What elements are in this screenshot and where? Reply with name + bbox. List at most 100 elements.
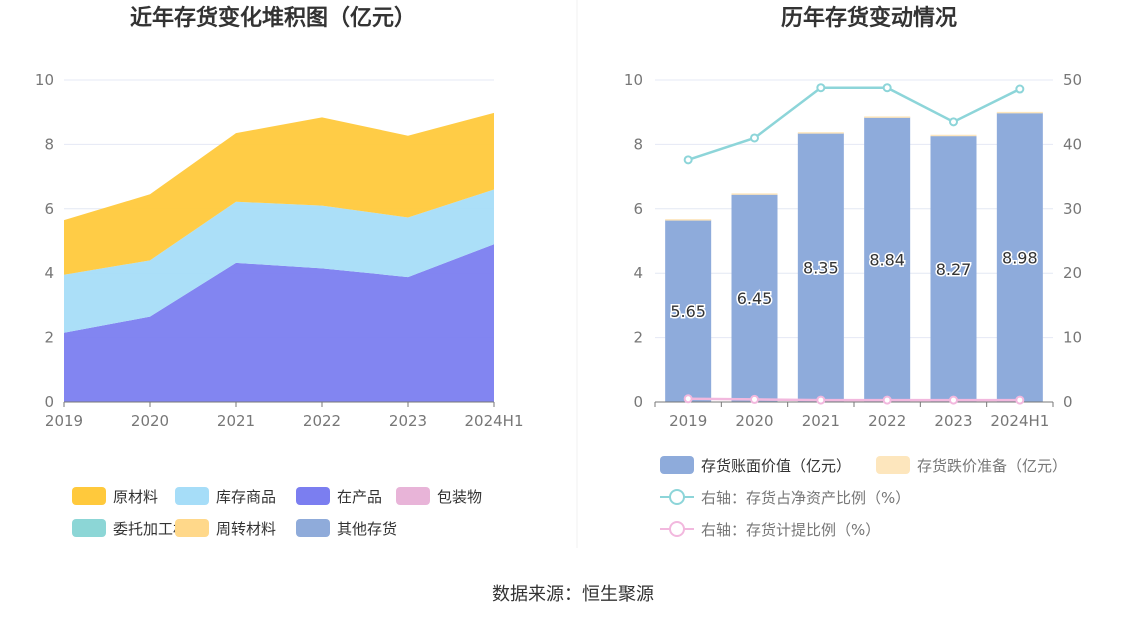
y2-tick-label: 10 (1063, 329, 1082, 347)
legend-label: 原材料 (113, 488, 158, 506)
line-point (1015, 395, 1025, 405)
bar-cap (797, 132, 844, 134)
legend-label: 存货跌价准备（亿元） (917, 457, 1067, 475)
x-tick-label: 2022 (868, 412, 906, 430)
line-series (688, 397, 1020, 402)
line-point (882, 83, 892, 93)
line-point (816, 395, 826, 405)
line-point (683, 394, 693, 404)
legend-item[interactable]: 右轴：存货计提比例（%） (660, 521, 880, 539)
legend-label: 在产品 (337, 488, 382, 506)
bar-cap (930, 134, 977, 137)
y-tick-label: 4 (633, 264, 643, 282)
legend-swatch (396, 487, 430, 505)
y-tick-label: 0 (633, 393, 643, 411)
line-point (1015, 84, 1025, 94)
y-tick-label: 4 (44, 264, 54, 282)
right-chart-title: 历年存货变动情况 (781, 5, 957, 31)
legend-item[interactable]: 存货账面价值（亿元） (660, 456, 851, 475)
y-tick-label: 2 (44, 329, 54, 347)
bar (797, 133, 844, 402)
legend-item[interactable]: 周转材料 (175, 519, 276, 538)
legend-item[interactable]: 存货跌价准备（亿元） (876, 456, 1067, 475)
line-series (687, 86, 1021, 162)
legend-label: 存货账面价值（亿元） (701, 457, 851, 475)
bar (996, 112, 1043, 403)
legend-marker (669, 521, 685, 537)
legend-item[interactable]: 包装物 (396, 487, 482, 506)
bar (731, 194, 778, 402)
right-legend: 存货账面价值（亿元） 存货跌价准备（亿元） 右轴：存货占净资产比例（%） 右轴：存货计… (660, 456, 1067, 539)
x-tick-label: 2020 (735, 412, 773, 430)
legend-item[interactable]: 库存商品 (175, 487, 276, 506)
line-point (816, 83, 826, 93)
line-point (750, 394, 759, 404)
legend-label: 其他存货 (337, 520, 397, 538)
y2-tick-label: 40 (1063, 135, 1082, 153)
y2-tick-label: 30 (1063, 200, 1082, 218)
area-series (64, 189, 494, 333)
bar-value-label: 8.27 (936, 260, 972, 279)
y2-tick-label: 50 (1063, 71, 1082, 89)
y2-tick-label: 20 (1063, 264, 1082, 282)
y-tick-label: 0 (44, 393, 54, 411)
bar-value-label: 8.98 (1002, 248, 1038, 267)
x-tick-label: 2019 (45, 412, 83, 430)
x-tick-label: 2024H1 (465, 412, 524, 430)
x-tick-label: 2023 (389, 412, 427, 430)
legend-item[interactable]: 右轴：存货占净资产比例（%） (660, 489, 910, 507)
x-tick-label: 2020 (131, 412, 169, 430)
x-tick-label: 2022 (303, 412, 341, 430)
legend-label: 右轴：存货占净资产比例（%） (701, 489, 910, 507)
y-tick-label: 8 (633, 135, 643, 153)
x-tick-label: 2023 (934, 412, 972, 430)
y-tick-label: 10 (624, 71, 643, 89)
stacked-area-chart: 0 2 4 6 8 10 2019 2020 2021 2022 2023 2024H1 (35, 71, 524, 430)
y-tick-label: 2 (633, 329, 643, 347)
line-point (949, 395, 958, 405)
bar (665, 220, 712, 402)
x-tick-label: 2024H1 (990, 412, 1049, 430)
bar-cap (864, 116, 911, 118)
legend-swatch (660, 456, 694, 474)
bar (864, 117, 911, 403)
bar-line-chart: 0 2 4 6 8 10 0 10 20 30 40 50 5.65 6.45 8.35 8.84 8.27 8.… (624, 71, 1082, 430)
left-chart-title: 近年存货变化堆积图（亿元） (130, 5, 416, 31)
data-source: 数据来源：恒生聚源 (492, 584, 654, 605)
bar-value-label: 5.65 (670, 302, 706, 321)
legend-item[interactable]: 原材料 (72, 487, 158, 506)
line-point (683, 155, 693, 165)
legend-swatch (175, 519, 209, 537)
y-tick-label: 10 (35, 71, 54, 89)
legend-swatch (876, 456, 910, 474)
bar-cap (996, 111, 1043, 114)
area-series (64, 244, 494, 402)
y-tick-label: 6 (633, 200, 643, 218)
bar-value-label: 8.84 (869, 251, 905, 270)
legend-label: 周转材料 (216, 520, 276, 538)
x-tick-label: 2021 (217, 412, 255, 430)
bar-cap (665, 219, 712, 221)
y2-tick-label: 0 (1063, 393, 1073, 411)
line-point (882, 395, 892, 405)
legend-swatch (72, 487, 106, 505)
x-tick-label: 2019 (669, 412, 707, 430)
x-tick-label: 2021 (802, 412, 840, 430)
legend-item[interactable]: 在产品 (296, 487, 382, 506)
legend-item[interactable]: 其他存货 (296, 519, 397, 538)
legend-swatch (296, 519, 330, 537)
line-point (750, 133, 759, 143)
bar-value-label: 6.45 (737, 289, 773, 308)
legend-label: 包装物 (437, 488, 482, 506)
bar-value-label: 8.35 (803, 259, 839, 278)
bar-cap (731, 193, 778, 195)
y-tick-label: 6 (44, 200, 54, 218)
legend-marker (669, 489, 685, 505)
legend-swatch (72, 519, 106, 537)
legend-swatch (175, 487, 209, 505)
legend-label: 右轴：存货计提比例（%） (701, 521, 880, 539)
legend-label: 库存商品 (216, 488, 276, 506)
area-series (64, 112, 494, 275)
